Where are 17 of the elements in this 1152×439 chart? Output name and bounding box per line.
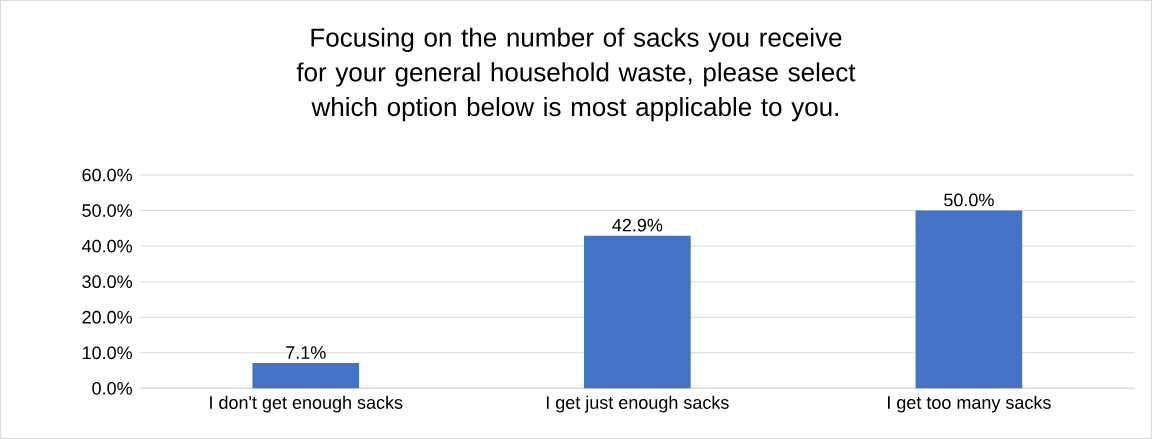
data-label: 42.9% bbox=[612, 218, 663, 232]
y-tick-label: 10.0% bbox=[82, 346, 132, 360]
y-tick-label: 60.0% bbox=[82, 168, 132, 182]
y-tick-label: 0.0% bbox=[92, 381, 132, 395]
chart-title: Focusing on the number of sacks you receive for your general household waste, please select which option below is most applicable to you. bbox=[296, 27, 856, 122]
x-tick-label: I get too many sacks bbox=[888, 395, 1051, 413]
y-tick-label: 40.0% bbox=[82, 239, 132, 253]
y-tick-label: 20.0% bbox=[82, 310, 132, 324]
y-tick-label: 30.0% bbox=[82, 275, 132, 289]
data-label: 7.1% bbox=[286, 346, 326, 359]
y-tick-label: 50.0% bbox=[82, 204, 132, 217]
x-tick-label: I don't get enough sacks bbox=[210, 395, 403, 413]
bar bbox=[915, 210, 1023, 389]
data-label: 50.0% bbox=[944, 193, 994, 207]
bar bbox=[252, 363, 360, 389]
x-tick-label: I get just enough sacks bbox=[546, 395, 729, 413]
bar bbox=[584, 235, 691, 389]
